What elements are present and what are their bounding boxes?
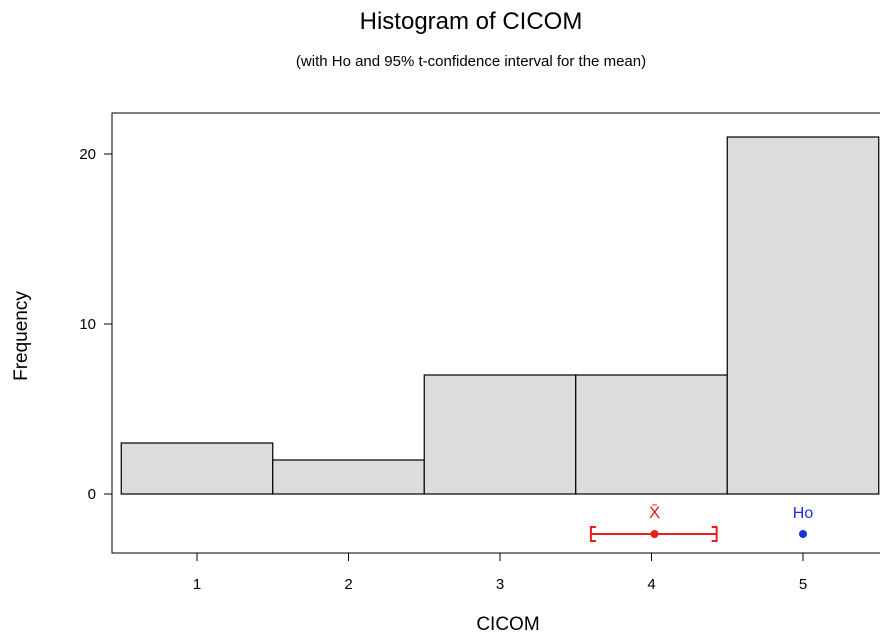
- ci-upper-bracket: [711, 526, 718, 542]
- chart-title: Histogram of CICOM: [360, 8, 583, 35]
- histogram-bar-4: [575, 374, 728, 495]
- y-tick-label-0: 0: [88, 486, 96, 503]
- ci-lower-bracket: [589, 526, 596, 542]
- x-tick-label-1: 1: [193, 576, 201, 593]
- x-tick-label-3: 3: [496, 576, 504, 593]
- plot-frame: [111, 112, 880, 554]
- ho-label: Ho: [793, 505, 814, 522]
- histogram-bar-3: [423, 374, 577, 495]
- x-tick-label-4: 4: [647, 576, 655, 593]
- x-axis-label: CICOM: [476, 614, 539, 634]
- ci-mean-point: [650, 530, 659, 538]
- y-tick-label-10: 10: [79, 316, 96, 333]
- histogram-bar-1: [120, 442, 274, 495]
- ho-point: [799, 530, 807, 538]
- x-tick-label-2: 2: [344, 576, 352, 593]
- x-tick-label-5: 5: [799, 576, 807, 593]
- histogram-bar-5: [726, 136, 880, 495]
- y-tick-label-20: 20: [79, 146, 96, 163]
- chart-subtitle: (with Ho and 95% t-confidence interval f…: [296, 53, 646, 70]
- ci-mean-label: X̄: [649, 503, 660, 522]
- y-axis-label: Frequency: [11, 291, 32, 381]
- histogram-bar-2: [272, 459, 425, 495]
